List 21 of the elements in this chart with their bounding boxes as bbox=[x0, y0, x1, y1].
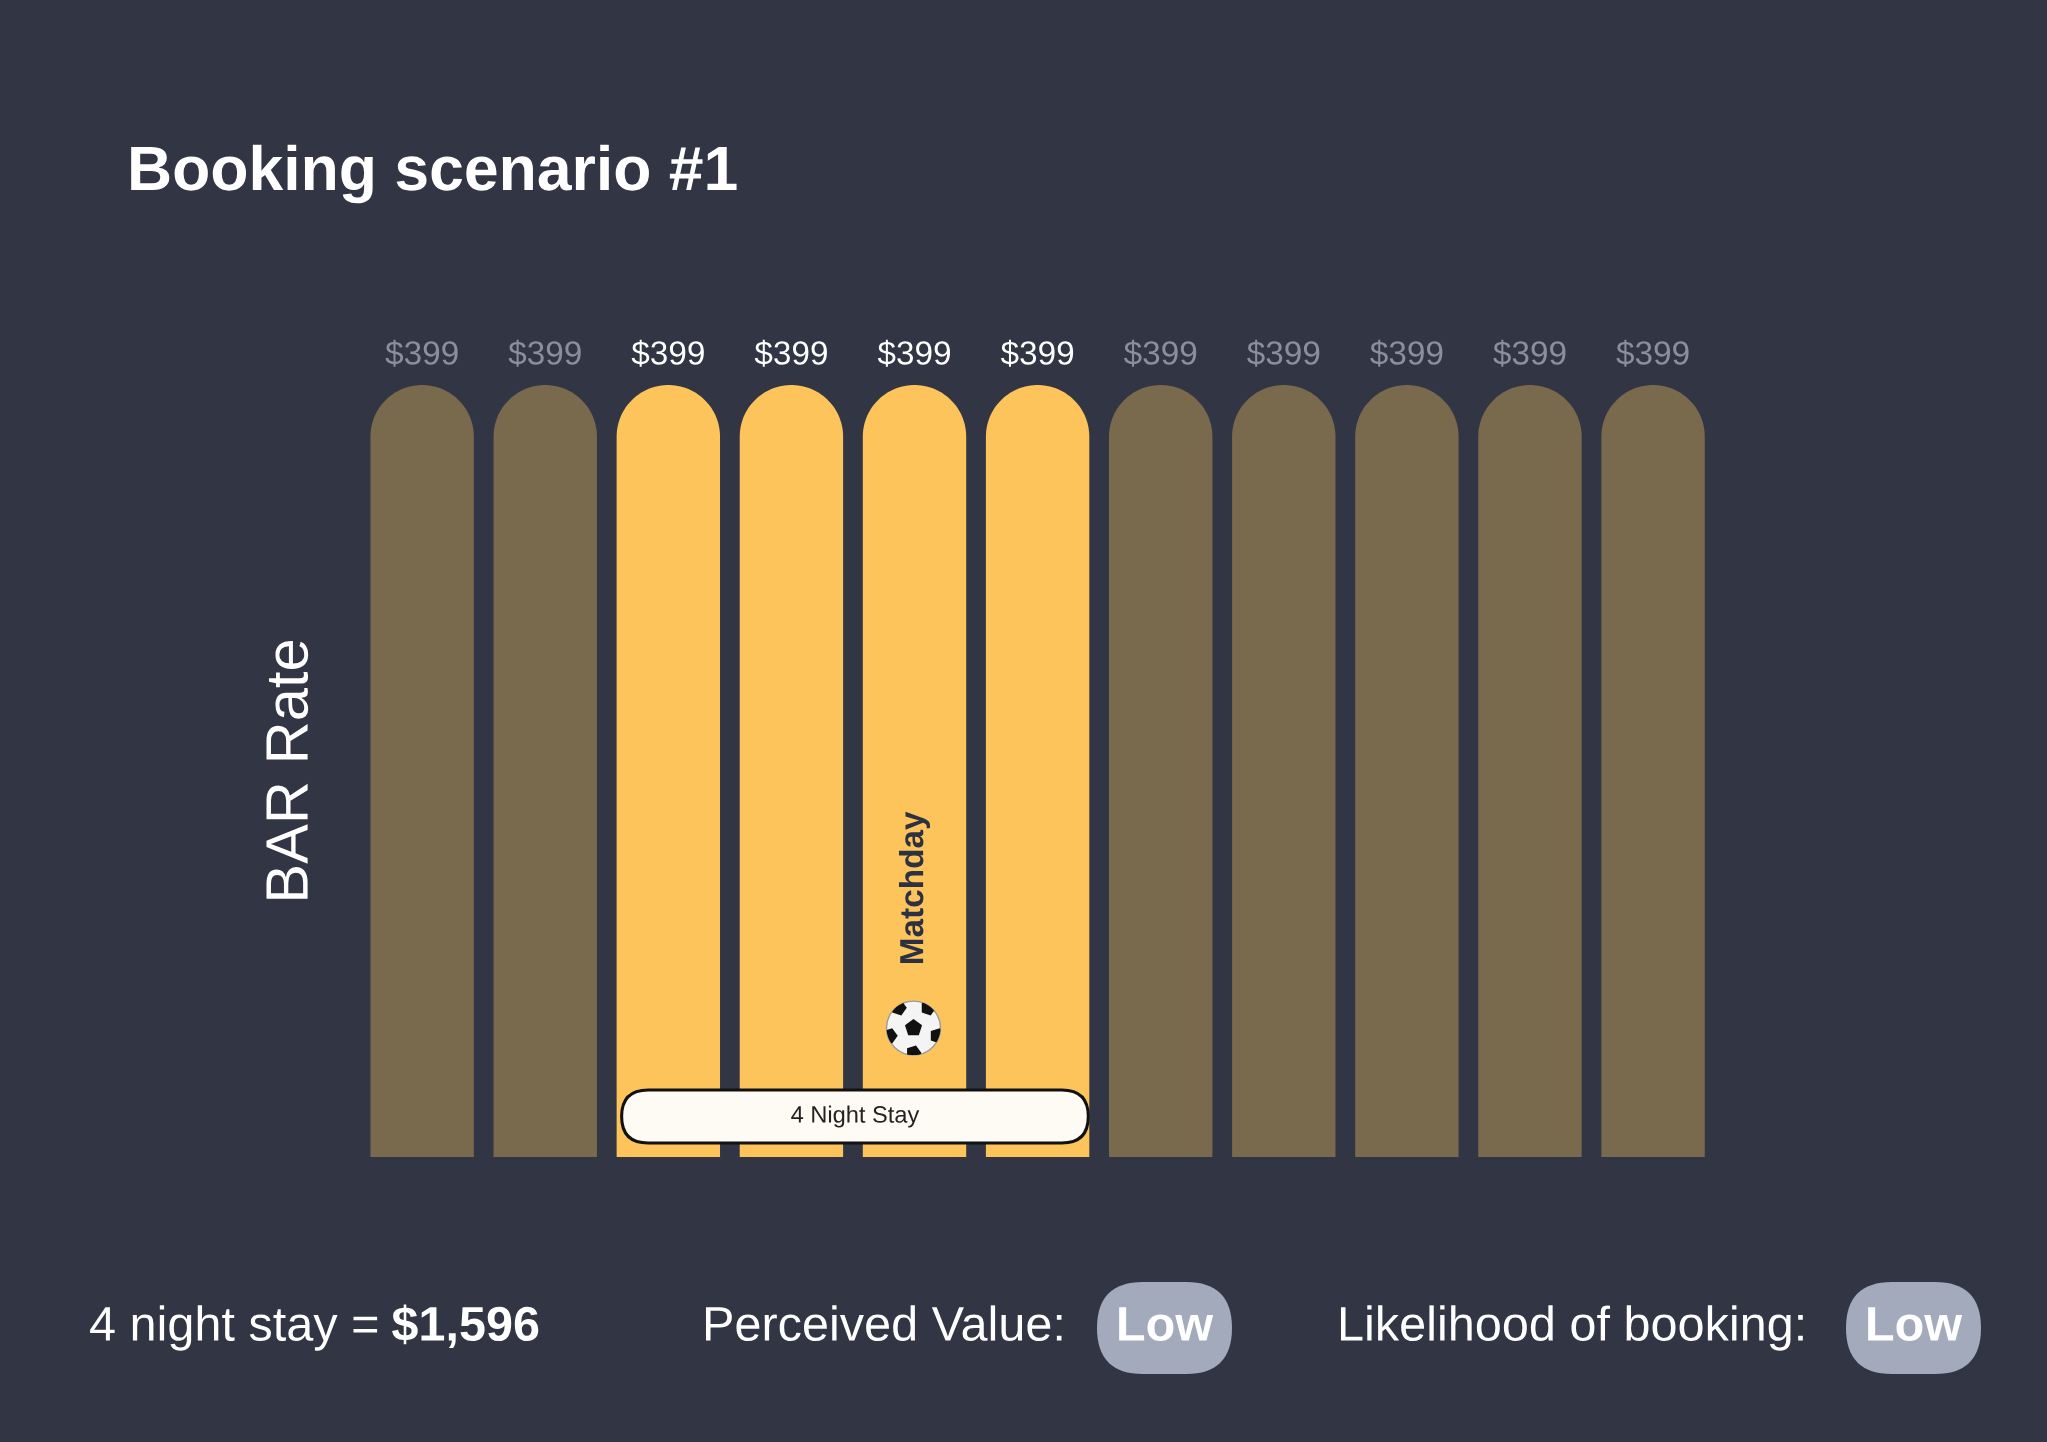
chart-title: Booking scenario #1 bbox=[131, 144, 737, 204]
data-label: $399 bbox=[1000, 339, 1074, 367]
text: Likelihood of booking: bbox=[1340, 1305, 1803, 1351]
data-label: $399 bbox=[1616, 339, 1689, 367]
text: 4 night stay = bbox=[90, 1305, 378, 1351]
data-label: $399 bbox=[754, 339, 827, 367]
annotation: 4 Night Stay bbox=[791, 1105, 920, 1128]
annotation: Matchday bbox=[898, 811, 931, 963]
data-label: $399 bbox=[508, 339, 581, 367]
data-label: $399 bbox=[385, 339, 458, 367]
data-label: $399 bbox=[877, 339, 951, 367]
text: Low bbox=[1119, 1307, 1214, 1342]
text: Low bbox=[1868, 1307, 1963, 1342]
text: $1,596 bbox=[392, 1304, 539, 1349]
data-label: $399 bbox=[1247, 339, 1320, 367]
data-label: $399 bbox=[1370, 339, 1443, 367]
data-label: $399 bbox=[631, 339, 704, 367]
data-label: $399 bbox=[1123, 339, 1197, 367]
text: Perceived Value: bbox=[705, 1305, 1062, 1342]
y-axis-title: BAR Rate bbox=[266, 640, 309, 899]
data-label: $399 bbox=[1493, 339, 1566, 367]
